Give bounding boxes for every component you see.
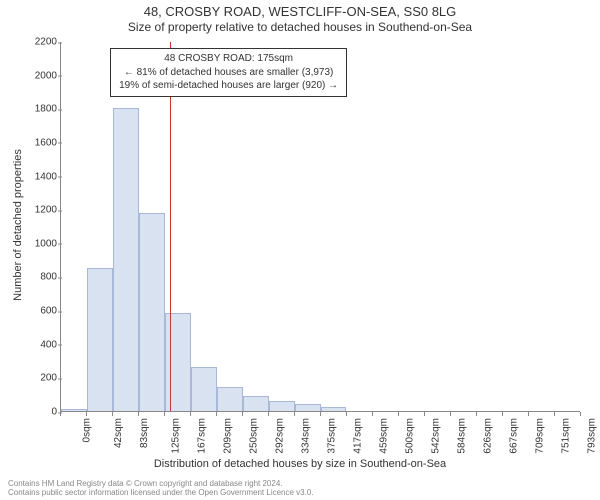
y-tick-label: 0 [23, 407, 57, 418]
y-tick-label: 1200 [23, 205, 57, 216]
y-tick-label: 1800 [23, 104, 57, 115]
y-tick-label: 1000 [23, 238, 57, 249]
histogram-bar [243, 396, 269, 411]
x-tick-mark [346, 412, 347, 416]
x-axis-label: Distribution of detached houses by size … [0, 458, 600, 470]
x-tick-mark [112, 412, 113, 416]
x-tick-mark [190, 412, 191, 416]
x-tick-label: 167sqm [197, 418, 208, 454]
x-tick-label: 709sqm [535, 418, 546, 454]
bars-container [61, 42, 580, 411]
x-tick-label: 0sqm [81, 418, 92, 442]
x-tick-label: 250sqm [249, 418, 260, 454]
x-tick-label: 626sqm [483, 418, 494, 454]
x-tick-label: 83sqm [139, 418, 150, 448]
x-tick-mark [242, 412, 243, 416]
x-tick-mark [86, 412, 87, 416]
x-tick-mark [164, 412, 165, 416]
histogram-bar [113, 108, 139, 411]
x-tick-label: 500sqm [405, 418, 416, 454]
y-tick-label: 800 [23, 272, 57, 283]
x-tick-mark [216, 412, 217, 416]
histogram-bar [191, 367, 217, 411]
annotation-box: 48 CROSBY ROAD: 175sqm ← 81% of detached… [110, 48, 347, 97]
x-tick-label: 125sqm [171, 418, 182, 454]
histogram-bar [165, 313, 191, 411]
x-tick-mark [528, 412, 529, 416]
histogram-bar [217, 387, 243, 411]
footer-line-2: Contains public sector information licen… [8, 488, 592, 497]
x-tick-label: 292sqm [275, 418, 286, 454]
x-tick-label: 793sqm [587, 418, 598, 454]
histogram-bar [295, 404, 321, 411]
x-tick-label: 375sqm [327, 418, 338, 454]
x-tick-label: 334sqm [301, 418, 312, 454]
annotation-line-1: 48 CROSBY ROAD: 175sqm [119, 52, 338, 66]
x-tick-label: 209sqm [223, 418, 234, 454]
footer-line-1: Contains HM Land Registry data © Crown c… [8, 479, 592, 488]
x-tick-mark [554, 412, 555, 416]
histogram-bar [321, 407, 347, 411]
x-tick-mark [294, 412, 295, 416]
histogram-bar [269, 401, 295, 411]
histogram-bar [61, 409, 87, 411]
x-tick-label: 42sqm [113, 418, 124, 448]
x-tick-mark [450, 412, 451, 416]
y-tick-label: 600 [23, 306, 57, 317]
reference-line [170, 42, 171, 411]
x-tick-mark [138, 412, 139, 416]
x-tick-mark [424, 412, 425, 416]
title-block: 48, CROSBY ROAD, WESTCLIFF-ON-SEA, SS0 8… [0, 0, 600, 34]
x-tick-mark [580, 412, 581, 416]
annotation-line-3: 19% of semi-detached houses are larger (… [119, 79, 338, 93]
x-tick-label: 417sqm [353, 418, 364, 454]
x-tick-mark [476, 412, 477, 416]
x-tick-mark [60, 412, 61, 416]
x-tick-mark [320, 412, 321, 416]
x-tick-mark [372, 412, 373, 416]
y-tick-label: 400 [23, 339, 57, 350]
x-tick-mark [268, 412, 269, 416]
x-tick-mark [398, 412, 399, 416]
y-tick-label: 1600 [23, 137, 57, 148]
annotation-line-2: ← 81% of detached houses are smaller (3,… [119, 66, 338, 80]
x-tick-label: 459sqm [379, 418, 390, 454]
histogram-chart: 48 CROSBY ROAD: 175sqm ← 81% of detached… [60, 42, 580, 412]
x-tick-mark [502, 412, 503, 416]
x-tick-label: 584sqm [457, 418, 468, 454]
histogram-bar [139, 213, 165, 411]
footer-credits: Contains HM Land Registry data © Crown c… [8, 479, 592, 497]
y-tick-label: 2000 [23, 70, 57, 81]
x-tick-label: 751sqm [561, 418, 572, 454]
x-ticks: 0sqm 42sqm 83sqm 125sqm 167sqm 209sqm 250sqm 29… [60, 414, 580, 464]
y-tick-label: 1400 [23, 171, 57, 182]
histogram-bar [87, 268, 113, 411]
page-title: 48, CROSBY ROAD, WESTCLIFF-ON-SEA, SS0 8… [0, 4, 600, 19]
x-tick-label: 667sqm [509, 418, 520, 454]
y-tick-label: 2200 [23, 37, 57, 48]
x-tick-label: 542sqm [431, 418, 442, 454]
y-tick-label: 200 [23, 373, 57, 384]
page-subtitle: Size of property relative to detached ho… [0, 20, 600, 34]
